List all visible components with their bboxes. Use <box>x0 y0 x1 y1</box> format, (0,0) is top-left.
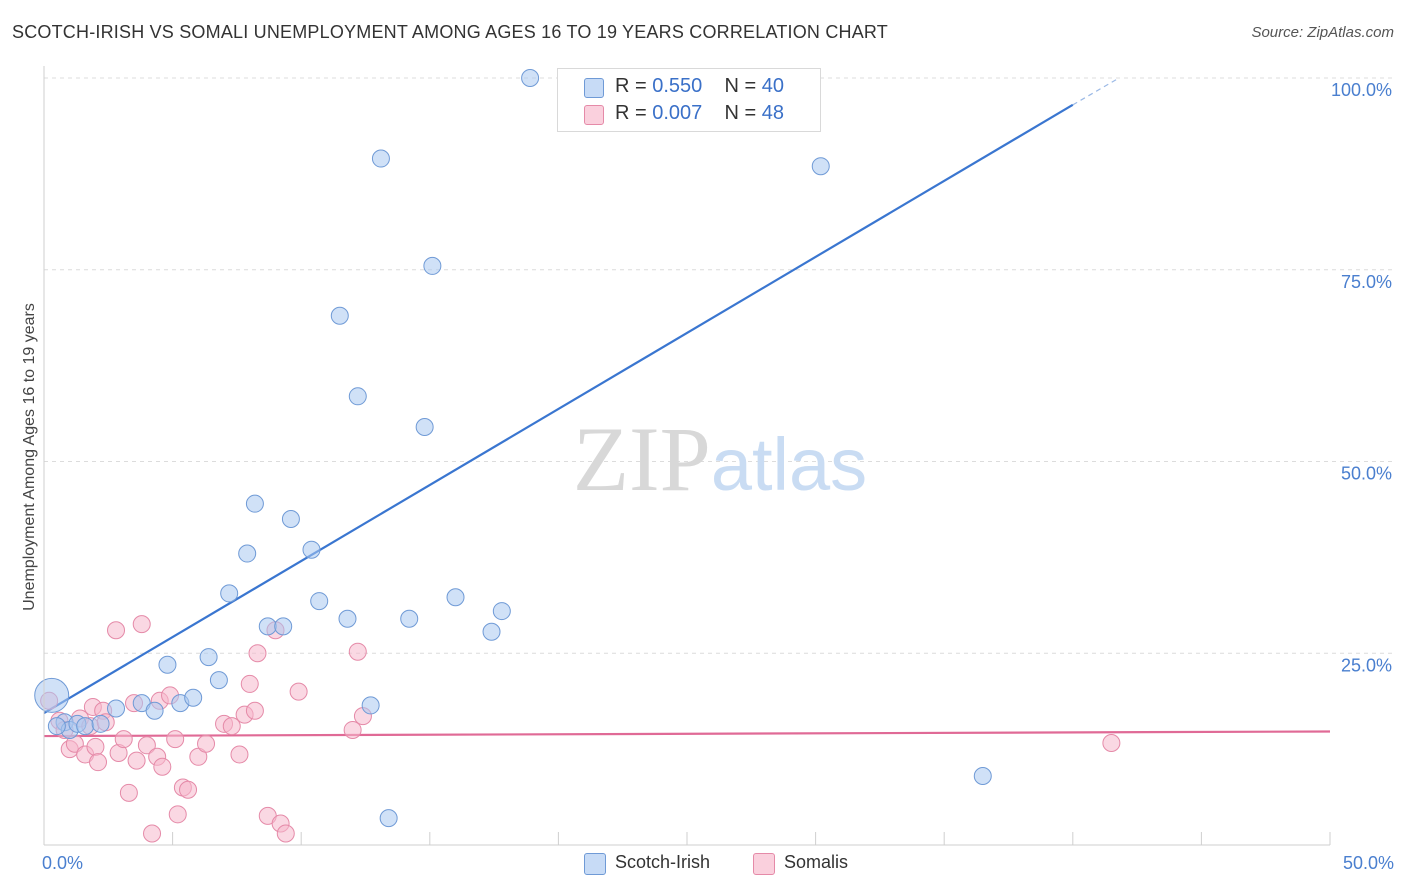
somali-point <box>289 682 308 701</box>
trendline-scotch-irish-extension <box>1072 77 1120 106</box>
x-tick-label: 50.0% <box>1343 853 1394 873</box>
legend-r-value: 0.550 <box>652 75 703 97</box>
scotch-irish-point <box>34 677 70 713</box>
scotch-irish-point <box>245 494 264 513</box>
bottom-legend-swatch-somalis <box>753 853 775 875</box>
somali-point <box>114 730 133 749</box>
scotch-irish-point <box>199 648 218 667</box>
scotch-irish-point <box>521 69 540 87</box>
legend-n-label: N = <box>724 102 762 124</box>
legend-box: R = 0.550 N = 40 R = 0.007 N = 48 <box>557 68 821 132</box>
legend-r-label: R = <box>615 102 653 124</box>
y-tick-label: 25.0% <box>1341 655 1392 675</box>
legend-swatch-somalis <box>584 105 604 125</box>
legend-n-value: 40 <box>761 75 785 97</box>
scotch-irish-point <box>158 655 177 674</box>
scotch-irish-point <box>91 714 110 733</box>
somali-point <box>179 780 198 799</box>
scotch-irish-point <box>371 149 390 168</box>
scotch-irish-point <box>400 609 419 628</box>
somali-point <box>137 736 156 755</box>
scotch-irish-point <box>348 387 367 406</box>
somali-point <box>343 720 362 739</box>
scotch-irish-point <box>145 701 164 720</box>
scotch-irish-point <box>330 306 349 325</box>
scotch-irish-point <box>281 510 300 529</box>
chart-title: SCOTCH-IRISH VS SOMALI UNEMPLOYMENT AMON… <box>12 22 889 42</box>
trendline-somalis <box>43 730 1331 738</box>
y-tick-label: 50.0% <box>1341 464 1392 484</box>
axis-layer: 25.0% 50.0% 75.0% 100.0% 0.0% 50.0% <box>42 66 1394 873</box>
trend-layer <box>43 77 1331 738</box>
grid-layer <box>44 77 1392 654</box>
scotch-irish-point <box>446 588 465 607</box>
somali-point <box>132 615 151 634</box>
somali-point <box>153 757 172 776</box>
scotch-irish-point <box>973 766 992 785</box>
scotch-irish-point <box>274 617 293 636</box>
scotch-irish-point <box>209 671 228 690</box>
watermark-atlas: atlas <box>711 423 867 506</box>
somali-point <box>197 734 216 753</box>
legend-n-value: 48 <box>761 102 785 124</box>
scotch-irish-point <box>238 544 257 563</box>
somali-point <box>127 751 146 770</box>
scotch-irish-point <box>302 540 321 559</box>
y-tick-label: 100.0% <box>1331 80 1392 100</box>
somali-point <box>240 674 259 693</box>
y-tick-label: 75.0% <box>1341 272 1392 292</box>
x-tick-label: 0.0% <box>42 853 83 873</box>
scotch-irish-point <box>220 584 239 603</box>
scotch-irish-point <box>184 688 203 707</box>
scotch-irish-point <box>379 809 398 828</box>
scotch-irish-point <box>107 699 126 718</box>
scotch-irish-point <box>361 696 380 715</box>
scotch-irish-point <box>423 256 442 275</box>
scotch-irish-point <box>310 592 329 611</box>
watermark-zip: ZIP <box>573 408 711 510</box>
legend-r-label: R = <box>615 75 653 97</box>
watermark: ZIPatlas <box>573 408 867 510</box>
somali-point <box>245 701 264 720</box>
scotch-irish-point <box>76 717 95 736</box>
somali-point <box>1102 733 1121 752</box>
somali-point <box>107 621 126 640</box>
legend-swatch-scotch-irish <box>584 78 604 98</box>
somali-point <box>143 824 162 843</box>
scotch-irish-point <box>492 602 511 621</box>
bottom-legend-swatch-scotch-irish <box>584 853 606 875</box>
scotch-irish-point <box>482 622 501 641</box>
trendline-scotch-irish <box>43 103 1074 715</box>
somali-point <box>248 644 267 663</box>
somali-point <box>276 824 295 843</box>
somali-point <box>168 805 187 824</box>
somali-point <box>89 753 108 772</box>
scotch-irish-point <box>338 609 357 628</box>
points-layer <box>34 69 1121 843</box>
scotch-irish-point <box>258 617 277 636</box>
scotch-irish-point <box>811 157 830 176</box>
somali-point <box>230 745 249 764</box>
somali-point <box>222 717 241 736</box>
legend-r-value: 0.007 <box>652 102 703 124</box>
scotch-irish-point <box>415 417 434 436</box>
bottom-legend-label-somalis: Somalis <box>784 852 849 872</box>
chart-source: Source: ZipAtlas.com <box>1251 24 1394 41</box>
legend-n-label: N = <box>724 75 762 97</box>
scotch-irish-point <box>47 717 66 736</box>
somali-point <box>86 737 105 756</box>
somali-point <box>166 730 185 749</box>
somali-point <box>348 642 367 661</box>
somali-point <box>119 783 138 802</box>
bottom-legend-label-scotch-irish: Scotch-Irish <box>615 852 711 872</box>
